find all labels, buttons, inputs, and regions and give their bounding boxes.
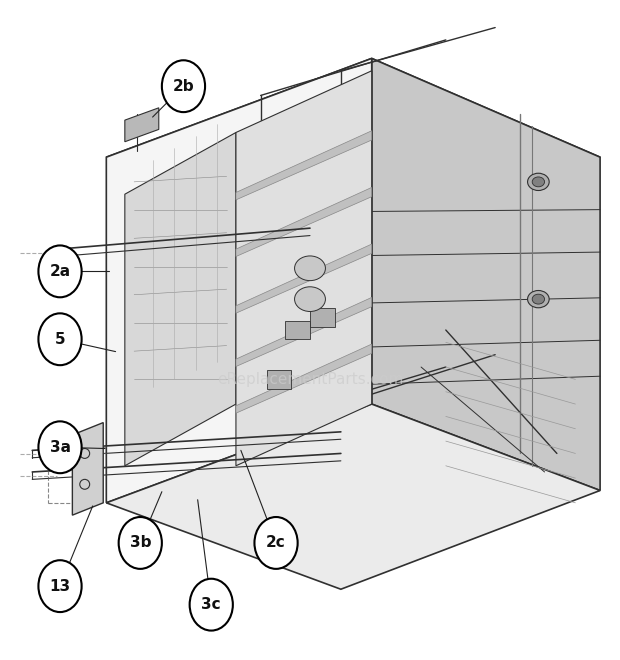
Polygon shape — [236, 344, 372, 413]
Text: 3b: 3b — [130, 535, 151, 550]
Polygon shape — [106, 404, 600, 589]
Polygon shape — [106, 59, 600, 256]
Polygon shape — [236, 298, 372, 366]
Polygon shape — [236, 131, 372, 200]
Polygon shape — [236, 244, 372, 314]
Ellipse shape — [294, 287, 326, 312]
Ellipse shape — [38, 560, 82, 612]
Text: 3c: 3c — [202, 597, 221, 612]
Text: 2a: 2a — [50, 264, 71, 279]
Ellipse shape — [294, 256, 326, 280]
Polygon shape — [236, 71, 372, 466]
Ellipse shape — [38, 314, 82, 365]
Bar — [267, 370, 291, 389]
Ellipse shape — [532, 177, 544, 187]
Text: 2b: 2b — [172, 79, 194, 94]
Polygon shape — [236, 187, 372, 257]
Ellipse shape — [38, 246, 82, 297]
Ellipse shape — [190, 579, 233, 630]
Ellipse shape — [532, 294, 544, 304]
Polygon shape — [125, 108, 159, 142]
Ellipse shape — [38, 421, 82, 473]
Text: 13: 13 — [50, 579, 71, 593]
Polygon shape — [73, 422, 104, 515]
Text: 5: 5 — [55, 332, 65, 347]
Polygon shape — [125, 133, 236, 466]
Ellipse shape — [528, 173, 549, 191]
Ellipse shape — [162, 60, 205, 112]
Polygon shape — [372, 59, 600, 490]
Text: eReplacementParts.com: eReplacementParts.com — [217, 372, 403, 387]
Ellipse shape — [254, 517, 298, 569]
Text: 2c: 2c — [266, 535, 286, 550]
Polygon shape — [106, 59, 372, 503]
Ellipse shape — [118, 517, 162, 569]
Text: 3a: 3a — [50, 440, 71, 455]
Bar — [310, 308, 335, 327]
Bar — [285, 321, 310, 339]
Ellipse shape — [528, 290, 549, 308]
